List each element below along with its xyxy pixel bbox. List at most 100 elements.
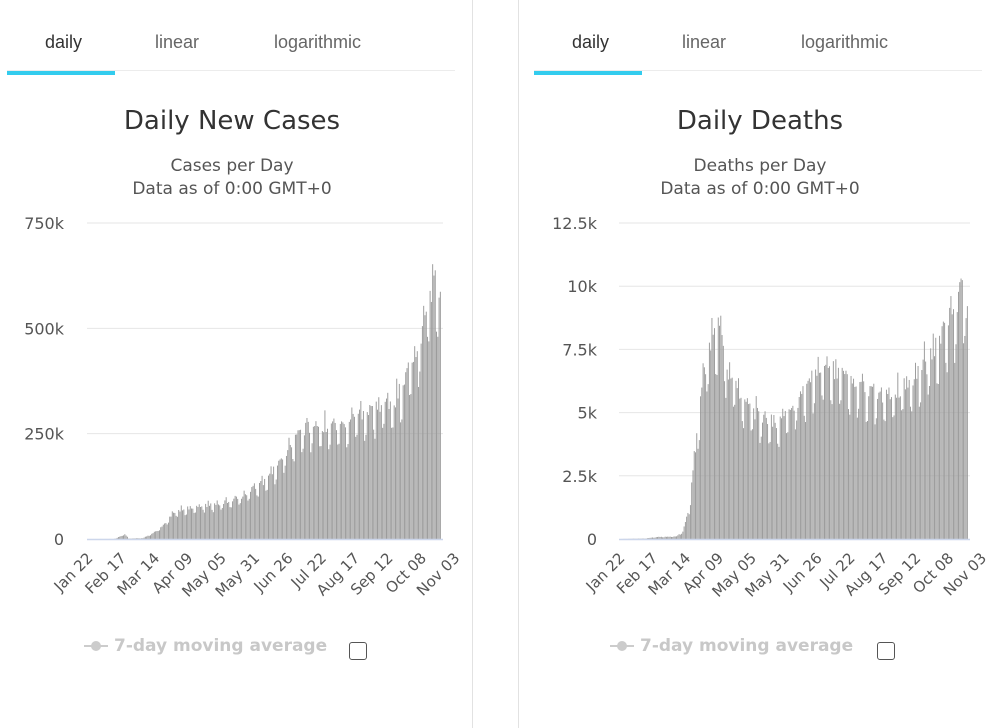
data-bar xyxy=(120,536,122,539)
data-bar xyxy=(918,406,920,539)
data-bar xyxy=(806,383,808,539)
tab-logarithmic[interactable]: logarithmic xyxy=(801,32,889,52)
moving-average-legend[interactable]: 7-day moving average xyxy=(84,636,327,656)
data-bar xyxy=(727,379,729,539)
data-bar xyxy=(315,421,317,539)
data-bar xyxy=(674,536,676,539)
data-bar xyxy=(419,371,421,539)
data-bar xyxy=(687,512,689,539)
active-tab-indicator xyxy=(534,71,642,75)
data-bar xyxy=(817,356,819,539)
data-bar xyxy=(247,500,249,539)
data-bar xyxy=(663,537,665,539)
data-bar xyxy=(219,505,221,539)
y-tick-label: 10k xyxy=(567,277,597,296)
data-bar xyxy=(781,418,782,539)
data-bar xyxy=(225,497,227,539)
data-bar xyxy=(292,459,294,539)
data-bar xyxy=(743,428,745,539)
data-bar xyxy=(198,504,200,539)
data-bar xyxy=(792,405,794,539)
data-bar xyxy=(729,362,731,539)
data-bar xyxy=(842,370,844,539)
data-bar xyxy=(141,538,142,539)
data-bar xyxy=(356,434,358,539)
data-bar xyxy=(393,405,395,539)
data-bar xyxy=(418,386,420,539)
data-bar xyxy=(179,511,181,539)
data-bar xyxy=(931,359,933,539)
data-bar xyxy=(891,397,892,539)
data-bar xyxy=(344,427,346,539)
data-bar xyxy=(430,301,432,539)
data-bar xyxy=(797,407,799,539)
data-bar xyxy=(171,511,173,539)
data-bar xyxy=(387,392,389,539)
data-bar xyxy=(858,408,860,539)
data-bar xyxy=(271,474,273,539)
data-bar xyxy=(835,359,837,539)
data-bar xyxy=(294,434,296,539)
data-bar xyxy=(178,509,180,539)
data-bar xyxy=(894,394,896,539)
data-bar xyxy=(654,537,656,539)
data-bar xyxy=(825,364,827,539)
tab-linear[interactable]: linear xyxy=(155,32,200,52)
data-bar xyxy=(711,317,713,539)
data-bar xyxy=(191,508,193,539)
tab-daily[interactable]: daily xyxy=(45,32,83,52)
data-bar xyxy=(337,444,339,539)
data-bar xyxy=(311,443,313,539)
data-bar xyxy=(783,416,785,539)
data-bar xyxy=(659,536,661,539)
data-bar xyxy=(748,404,750,539)
data-bar xyxy=(167,522,169,539)
data-bar xyxy=(703,367,705,539)
data-bar xyxy=(874,424,876,539)
data-bar xyxy=(655,537,657,539)
data-bar xyxy=(397,398,399,539)
data-bar xyxy=(889,399,891,539)
data-bar xyxy=(220,509,222,539)
chart-title: Daily New Cases xyxy=(124,106,340,136)
data-bar xyxy=(187,506,189,539)
data-bar xyxy=(801,393,803,539)
data-bar xyxy=(945,362,947,539)
data-bar xyxy=(869,386,871,539)
data-bar xyxy=(319,446,321,539)
data-bar xyxy=(293,461,295,539)
data-bar xyxy=(221,507,223,539)
data-bar xyxy=(228,501,230,539)
data-bar xyxy=(904,389,906,539)
data-bar xyxy=(802,386,804,539)
data-bar xyxy=(188,509,190,539)
tab-linear[interactable]: linear xyxy=(682,32,727,52)
data-bar xyxy=(763,414,765,539)
data-bar xyxy=(916,378,918,539)
data-bar xyxy=(176,516,178,539)
data-bar xyxy=(944,322,946,539)
data-bar xyxy=(226,502,228,539)
data-bar xyxy=(850,375,852,539)
data-bar xyxy=(241,498,243,539)
data-bar xyxy=(350,419,352,539)
data-bar xyxy=(947,325,949,539)
data-bar xyxy=(287,450,289,539)
tab-daily[interactable]: daily xyxy=(572,32,610,52)
data-bar xyxy=(368,415,370,539)
moving-average-checkbox[interactable] xyxy=(349,642,367,660)
moving-average-checkbox[interactable] xyxy=(877,642,895,660)
data-bar xyxy=(214,503,216,539)
tab-logarithmic[interactable]: logarithmic xyxy=(274,32,362,52)
data-bar xyxy=(812,413,814,539)
data-bar xyxy=(335,430,337,539)
data-bar xyxy=(183,509,185,539)
data-bar xyxy=(342,422,344,539)
data-bar xyxy=(942,321,944,539)
moving-average-legend[interactable]: 7-day moving average xyxy=(610,636,853,656)
data-bar xyxy=(646,538,648,539)
data-bar xyxy=(667,536,669,539)
data-bar xyxy=(175,515,177,539)
data-bar xyxy=(732,406,734,539)
data-bar xyxy=(328,449,330,539)
